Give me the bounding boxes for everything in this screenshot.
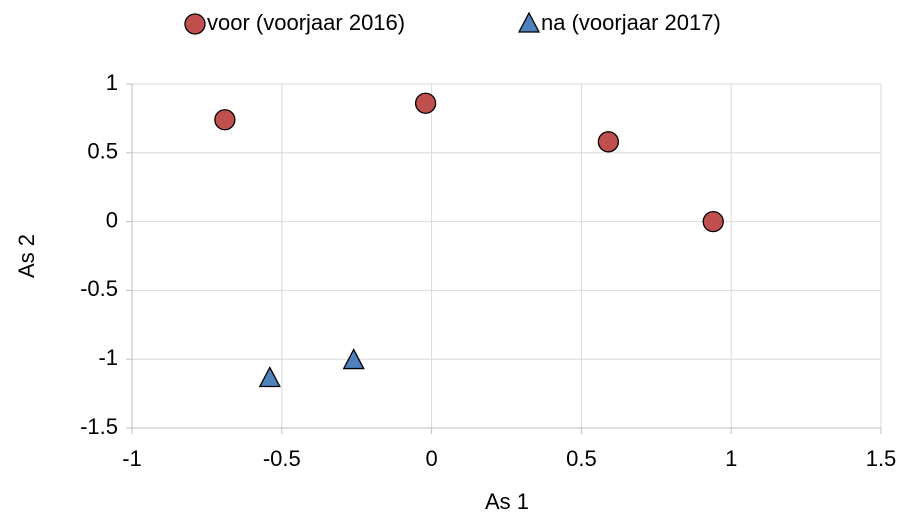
- x-tick-label: 0.5: [566, 446, 597, 471]
- legend-label: na (voorjaar 2017): [541, 10, 721, 35]
- legend-marker: [517, 11, 541, 33]
- y-tick-label: -1: [98, 345, 118, 370]
- y-tick-label: 1: [106, 70, 118, 95]
- x-tick-label: -0.5: [263, 446, 301, 471]
- y-tick-label: 0.5: [87, 139, 118, 164]
- legend-marker: [184, 13, 206, 35]
- point: [342, 348, 365, 370]
- y-axis-title: As 2: [14, 234, 39, 278]
- point: [702, 210, 724, 233]
- x-tick-label: 1: [725, 446, 737, 471]
- point: [214, 109, 236, 131]
- y-tick-label: -0.5: [80, 276, 118, 301]
- x-tick-label: 1.5: [866, 446, 897, 471]
- point: [597, 131, 620, 153]
- x-tick-label: -1: [122, 446, 142, 471]
- y-tick-label: -1.5: [80, 414, 118, 439]
- x-tick-label: 0: [425, 446, 437, 471]
- legend-label: voor (voorjaar 2016): [207, 10, 405, 35]
- point: [414, 92, 437, 114]
- x-axis-title: As 1: [485, 489, 529, 514]
- point: [258, 366, 281, 388]
- y-tick-label: 0: [106, 207, 118, 232]
